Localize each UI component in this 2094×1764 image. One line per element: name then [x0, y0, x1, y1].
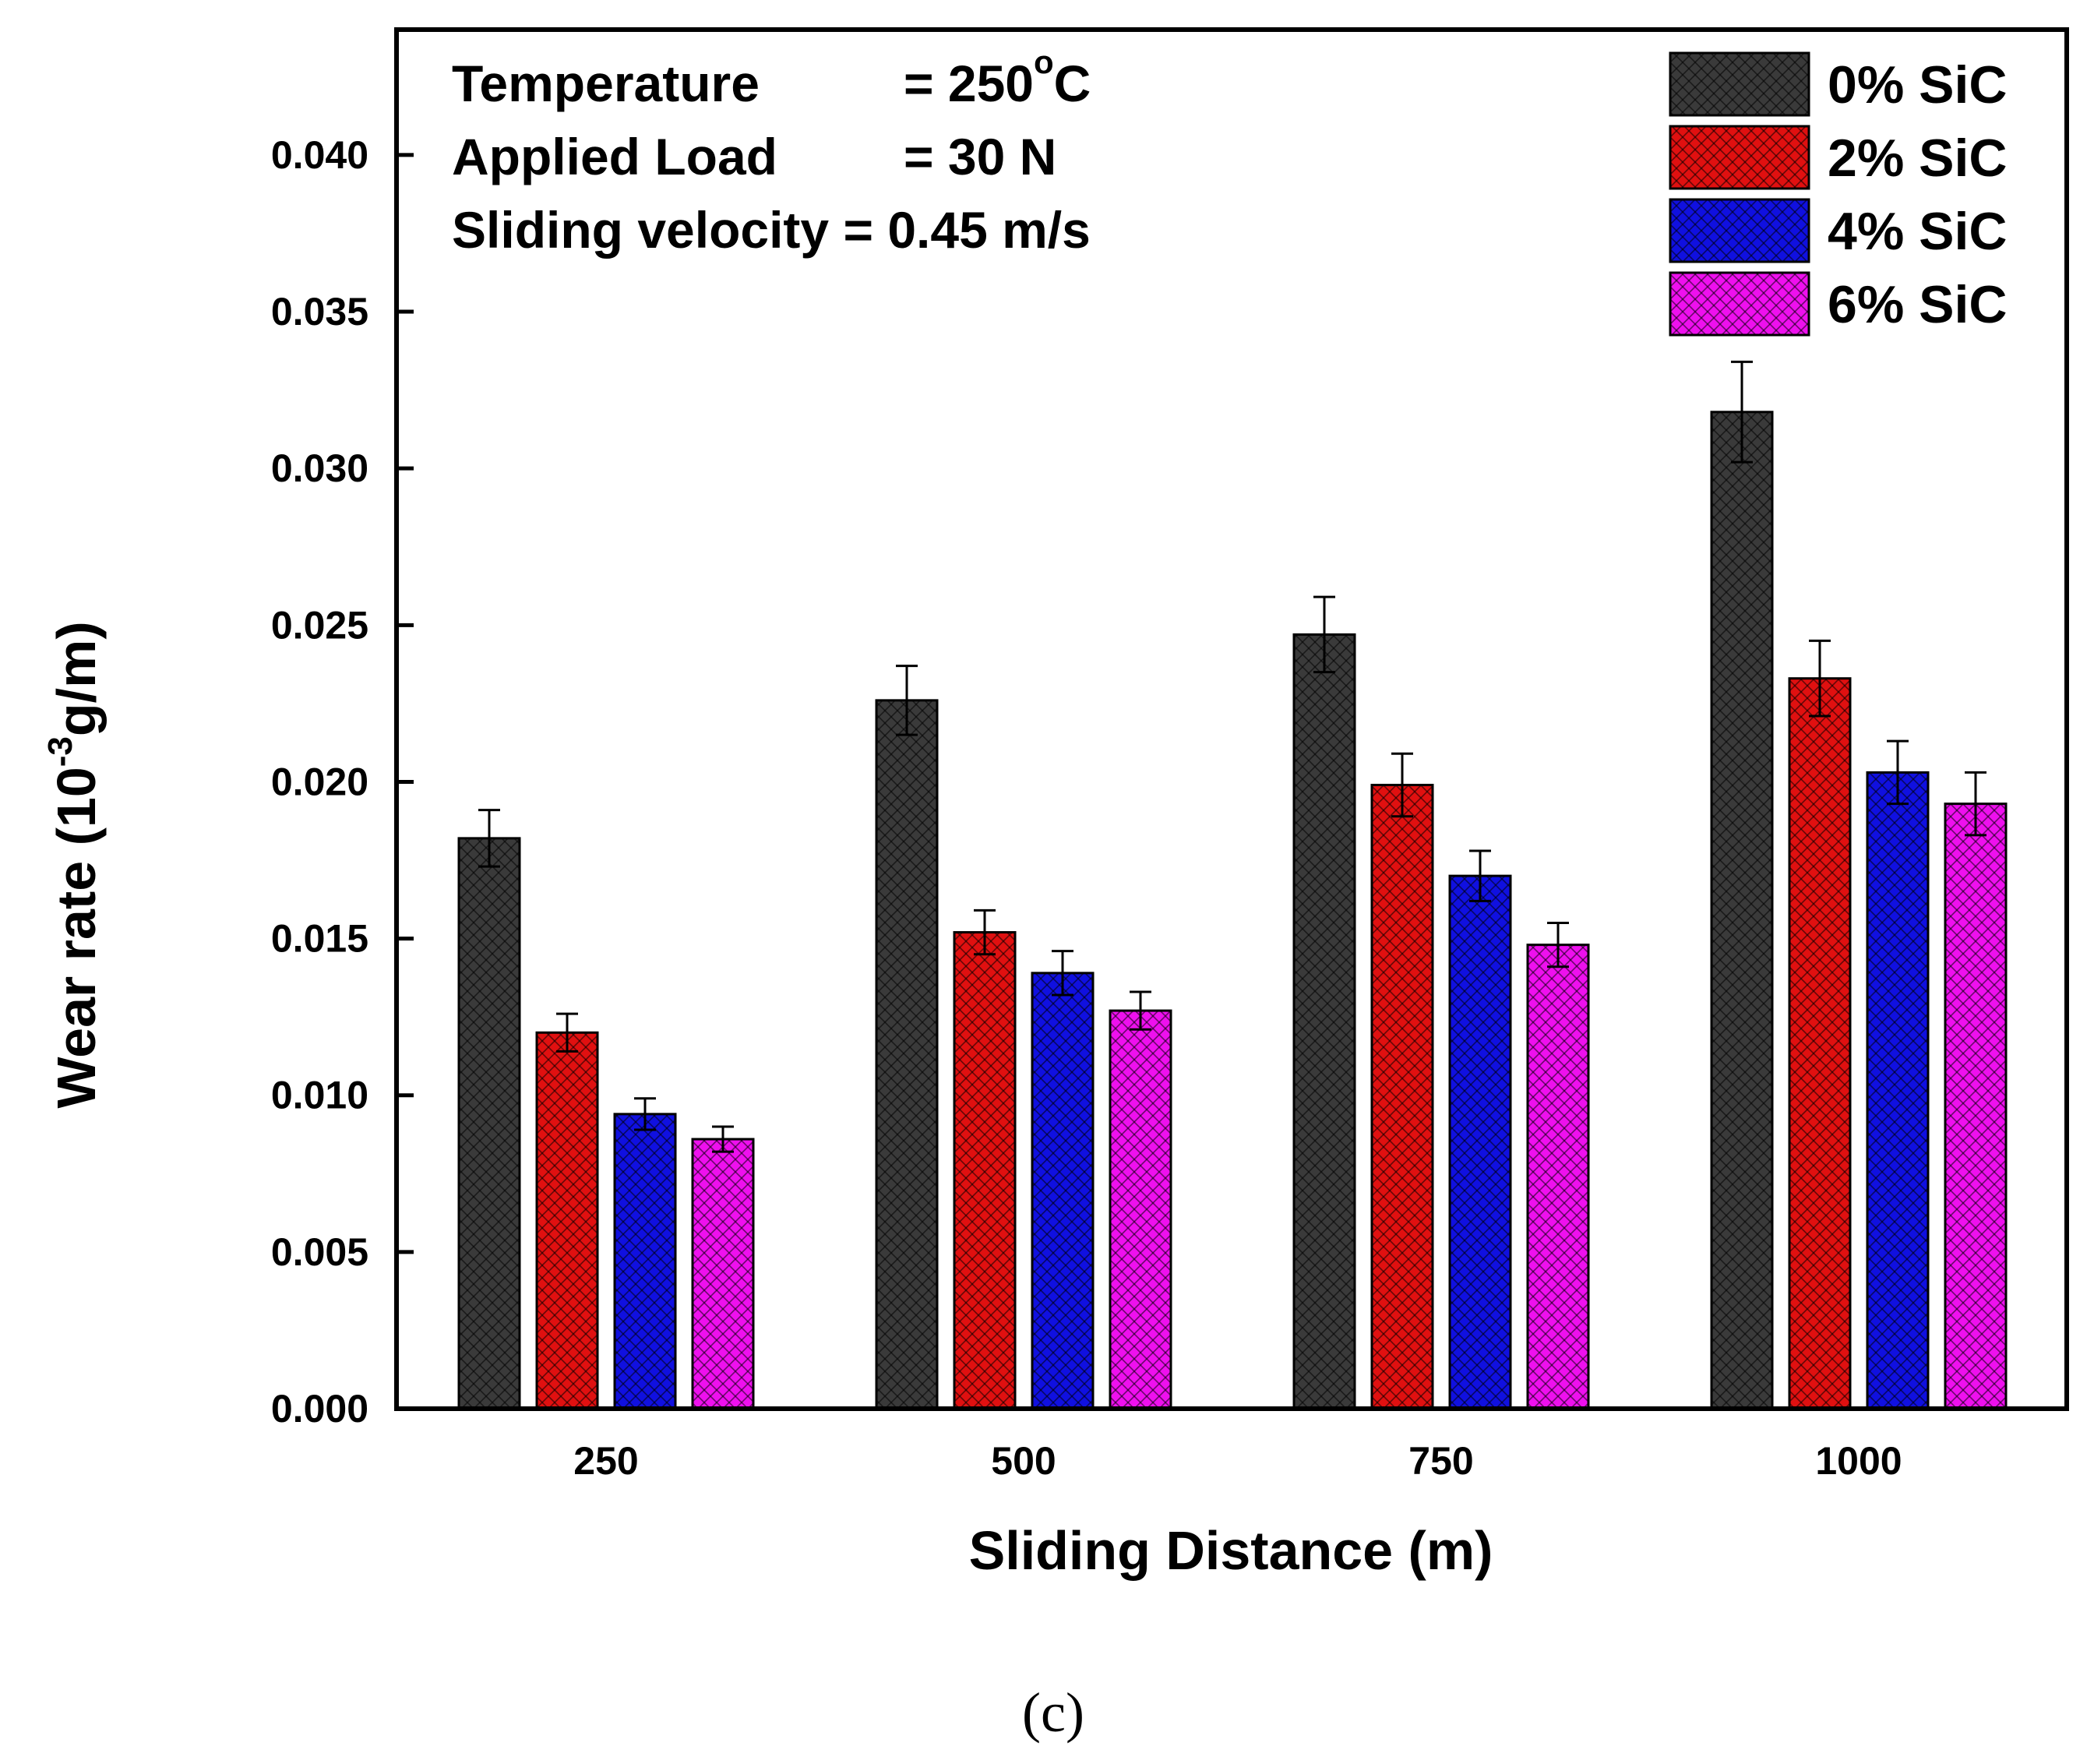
annotation-degree-sup: o [1034, 44, 1054, 80]
bar-hatch [1032, 972, 1093, 1409]
y-tick-label: 0.015 [271, 917, 368, 961]
x-axis-ticks: 250 500 750 1000 [573, 1439, 1902, 1483]
annotation-temperature-label: Temperature [452, 55, 760, 112]
legend-swatch-hatch-6pct [1670, 273, 1809, 335]
annotation-velocity: Sliding velocity = 0.45 m/s [452, 201, 1091, 259]
x-tick-label: 750 [1408, 1439, 1473, 1483]
y-tick-label: 0.030 [271, 446, 368, 490]
bar-hatch [1867, 772, 1928, 1409]
bar-hatch [459, 838, 520, 1409]
figure-caption: (c) [1022, 1681, 1084, 1744]
bar-hatch [1110, 1011, 1171, 1409]
x-tick-label: 500 [991, 1439, 1056, 1483]
legend-swatch-hatch-4pct [1670, 199, 1809, 262]
y-axis-title-exponent: -3 [41, 736, 79, 767]
legend: 0% SiC 2% SiC 4% SiC 6% SiC [1669, 51, 2008, 337]
x-tick-label: 1000 [1815, 1439, 1902, 1483]
plot-frame [394, 27, 2069, 1411]
bar-hatch [1528, 944, 1588, 1409]
y-tick-label: 0.025 [271, 603, 368, 647]
annotation-load-label: Applied Load [452, 128, 777, 185]
annotation-temperature-number: = 250 [904, 55, 1034, 112]
bar-hatch [876, 700, 937, 1409]
y-tick-label: 0.020 [271, 760, 368, 803]
bar-hatch [1294, 634, 1355, 1409]
bar-hatch [537, 1032, 598, 1409]
bar-hatch [1372, 785, 1433, 1409]
annotation-load-value: = 30 N [904, 128, 1056, 185]
bar-hatch [1789, 678, 1850, 1409]
bar-hatch [1945, 803, 2006, 1409]
annotation-temperature-unit: C [1054, 55, 1091, 112]
x-tick-label: 250 [573, 1439, 638, 1483]
x-axis-title: Sliding Distance (m) [969, 1520, 1493, 1581]
bars-layer [457, 360, 2008, 1410]
y-axis-title: Wear rate (10-3g/m) [41, 621, 107, 1108]
y-tick-label: 0.005 [271, 1230, 368, 1274]
bar-hatch [693, 1139, 753, 1409]
legend-swatch-hatch-0pct [1670, 53, 1809, 115]
y-tick-label: 0.040 [271, 133, 368, 177]
y-axis-ticks: 0.000 0.005 0.010 0.015 0.020 0.025 0.030 0.035… [271, 133, 414, 1431]
bar-hatch [1450, 876, 1511, 1409]
bar-hatch [1712, 411, 1772, 1409]
y-tick-label: 0.035 [271, 290, 368, 333]
legend-swatch-hatch-2pct [1670, 126, 1809, 189]
annotation-temperature-value: = 250oC [904, 44, 1091, 112]
y-tick-label: 0.000 [271, 1387, 368, 1431]
legend-label-4pct-sic: 4% SiC [1828, 202, 2008, 261]
bar-hatch [954, 932, 1015, 1409]
legend-label-0pct-sic: 0% SiC [1828, 55, 2008, 115]
bar-hatch [615, 1113, 675, 1409]
y-axis-title-prefix: Wear rate (10 [46, 767, 107, 1108]
legend-label-2pct-sic: 2% SiC [1828, 129, 2008, 188]
legend-label-6pct-sic: 6% SiC [1828, 275, 2008, 334]
y-tick-label: 0.010 [271, 1074, 368, 1117]
y-axis-title-suffix: g/m) [46, 621, 107, 736]
